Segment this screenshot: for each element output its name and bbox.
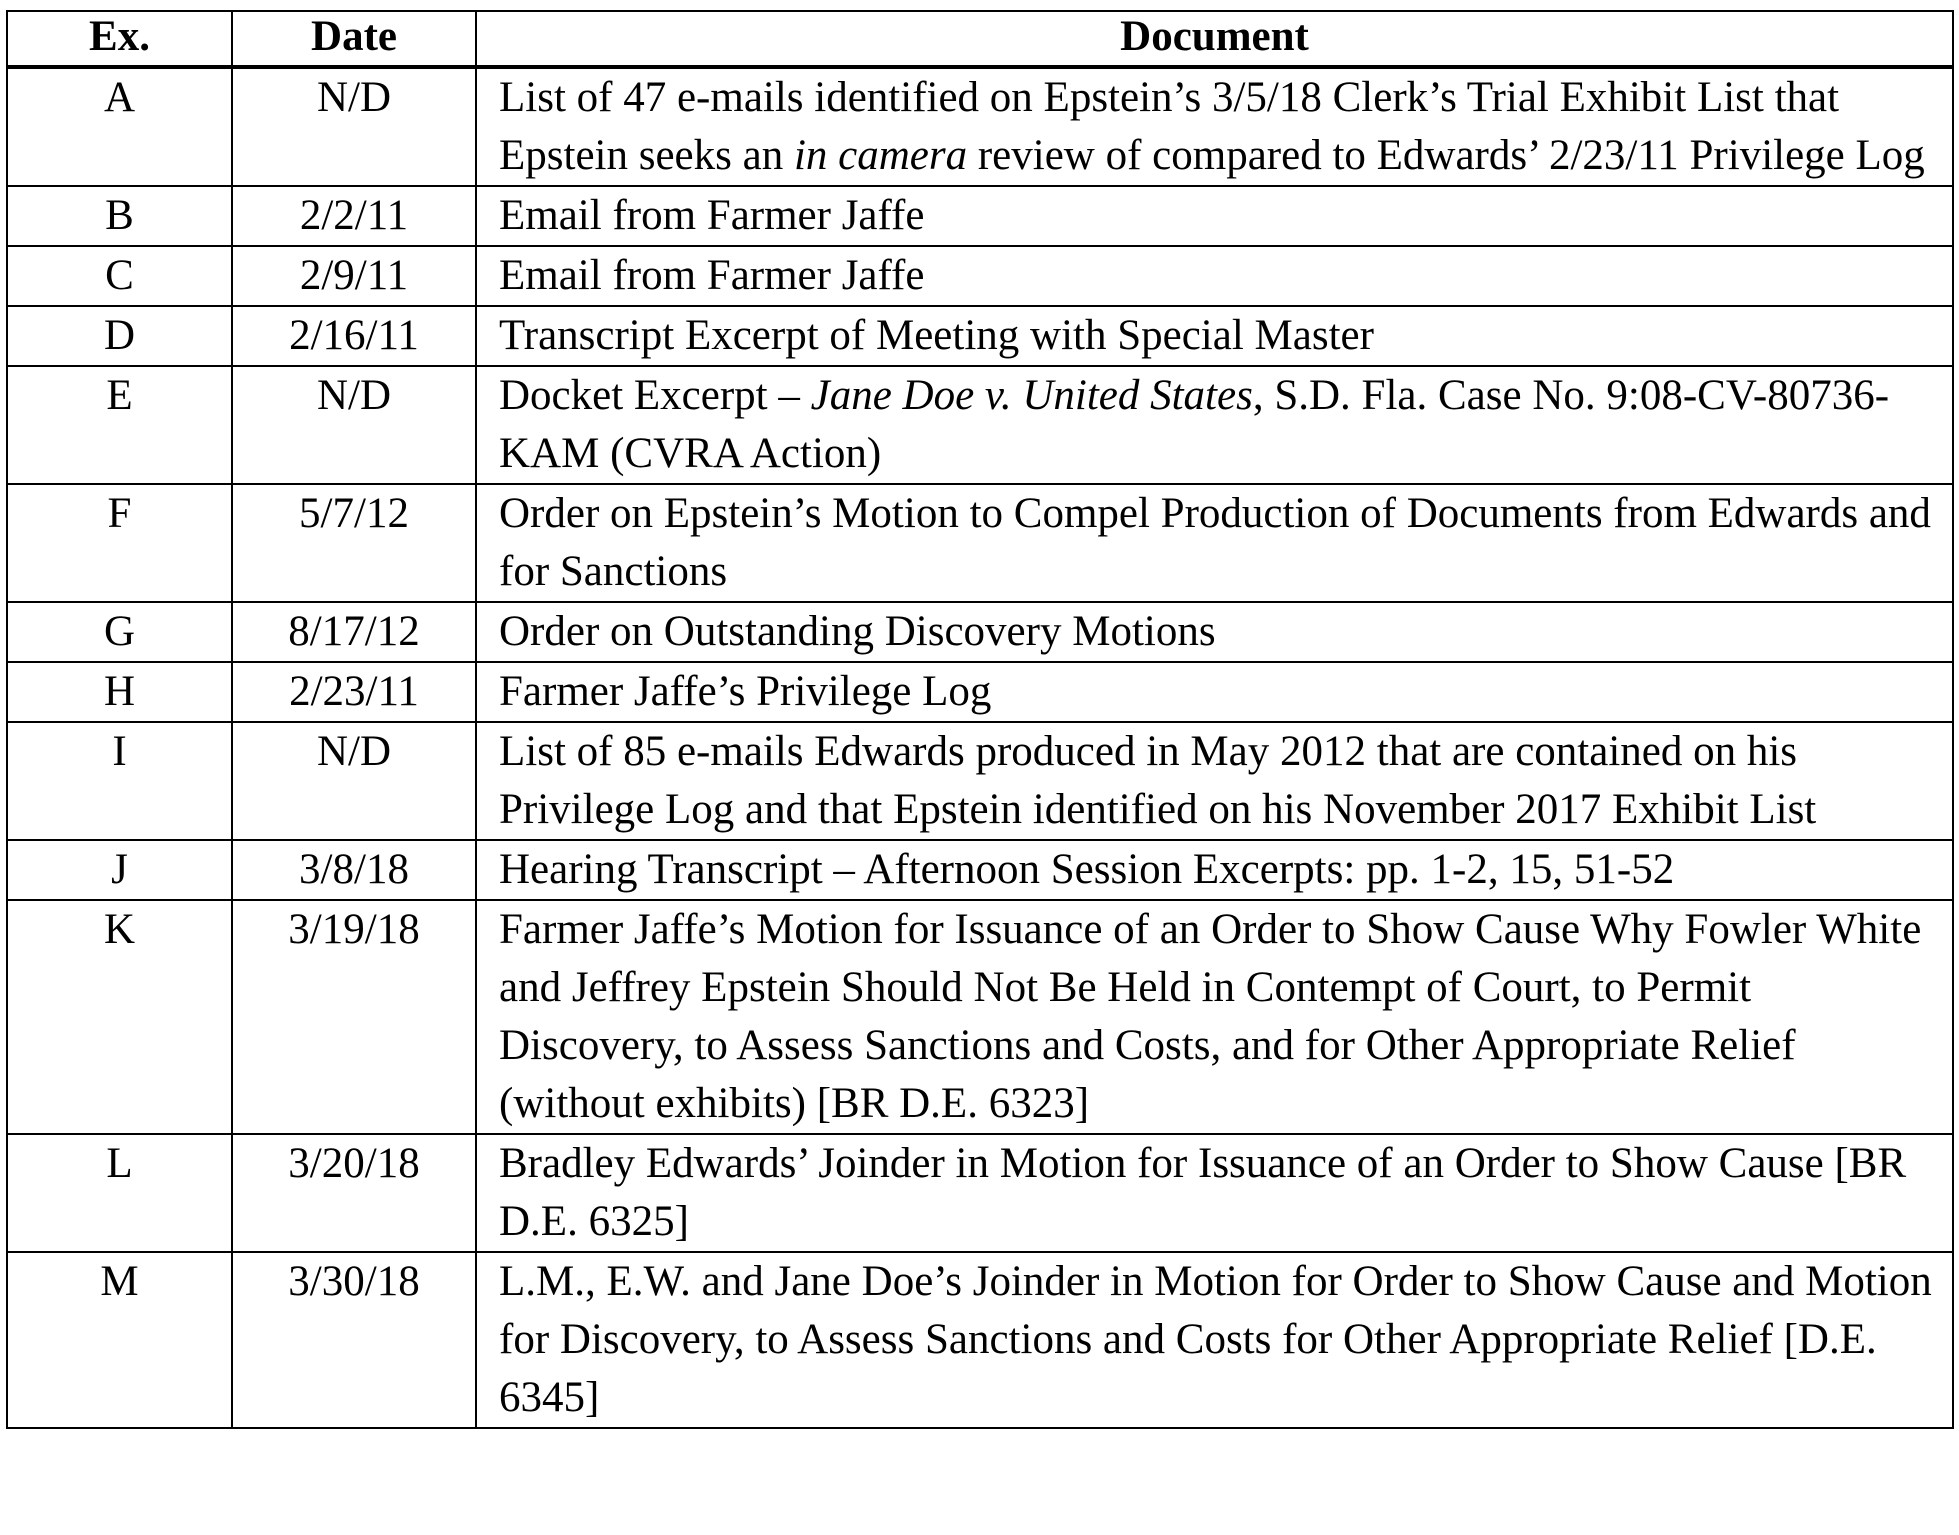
table-row: J 3/8/18 Hearing Transcript – Afternoon Se… bbox=[6, 839, 1954, 901]
document-text: , S.D. Fla. Case No. 9:08-CV-80736-KAM (… bbox=[499, 372, 1890, 477]
exhibit-letter: L bbox=[6, 1133, 233, 1253]
exhibit-date: 3/20/18 bbox=[231, 1133, 477, 1253]
exhibit-letter: H bbox=[6, 661, 233, 723]
document-text: Transcript Excerpt of Meeting with Speci… bbox=[499, 312, 1374, 359]
table-row: I N/D List of 85 e-mails Edwards produced … bbox=[6, 721, 1954, 841]
exhibit-date: N/D bbox=[231, 66, 477, 187]
document-text-italic: Jane Doe v. United States bbox=[810, 372, 1253, 419]
document-text-italic: in camera bbox=[793, 132, 968, 179]
document-text: List of 85 e-mails Edwards produced in M… bbox=[499, 728, 1817, 833]
exhibit-date: 3/30/18 bbox=[231, 1251, 477, 1429]
exhibit-letter: C bbox=[6, 245, 233, 307]
document-text: List of 47 e-mails identified on Epstein… bbox=[499, 74, 1840, 179]
table-row: D 2/16/11 Transcript Excerpt of Meeting wi… bbox=[6, 305, 1954, 367]
exhibit-date: 3/8/18 bbox=[231, 839, 477, 901]
exhibit-date: 8/17/12 bbox=[231, 601, 477, 663]
document-text: Bradley Edwards’ Joinder in Motion for I… bbox=[499, 1140, 1907, 1245]
exhibit-date: N/D bbox=[231, 721, 477, 841]
document-text: Order on Outstanding Discovery Motions bbox=[499, 608, 1216, 655]
exhibit-letter: E bbox=[6, 365, 233, 485]
exhibit-date: 2/2/11 bbox=[231, 185, 477, 247]
exhibit-document: List of 47 e-mails identified on Epstein… bbox=[475, 66, 1954, 187]
exhibit-document: Bradley Edwards’ Joinder in Motion for I… bbox=[475, 1133, 1954, 1253]
table-row: E N/D Docket Excerpt – Jane Doe v. United … bbox=[6, 365, 1954, 485]
table-row: L 3/20/18 Bradley Edwards’ Joinder in Moti… bbox=[6, 1133, 1954, 1253]
table-row: F 5/7/12 Order on Epstein’s Motion to Comp… bbox=[6, 483, 1954, 603]
exhibit-document: Order on Outstanding Discovery Motions bbox=[475, 601, 1954, 663]
exhibit-document: L.M., E.W. and Jane Doe’s Joinder in Mot… bbox=[475, 1251, 1954, 1429]
exhibit-document: Email from Farmer Jaffe bbox=[475, 185, 1954, 247]
exhibit-document: Farmer Jaffe’s Motion for Issuance of an… bbox=[475, 899, 1954, 1135]
exhibit-letter: D bbox=[6, 305, 233, 367]
document-text: Hearing Transcript – Afternoon Session E… bbox=[499, 846, 1675, 893]
exhibit-date: N/D bbox=[231, 365, 477, 485]
document-text: review of compared to Edwards’ 2/23/11 P… bbox=[967, 132, 1925, 179]
document-text: Order on Epstein’s Motion to Compel Prod… bbox=[499, 490, 1931, 595]
table-row: H 2/23/11 Farmer Jaffe’s Privilege Log bbox=[6, 661, 1954, 723]
table-row: K 3/19/18 Farmer Jaffe’s Motion for Issuan… bbox=[6, 899, 1954, 1135]
document-text: Email from Farmer Jaffe bbox=[499, 192, 925, 239]
exhibit-document: Docket Excerpt – Jane Doe v. United Stat… bbox=[475, 365, 1954, 485]
document-text: Farmer Jaffe’s Privilege Log bbox=[499, 668, 992, 715]
exhibit-document: List of 85 e-mails Edwards produced in M… bbox=[475, 721, 1954, 841]
table-body: A N/D List of 47 e-mails identified on Eps… bbox=[6, 66, 1954, 1429]
exhibit-index-table: Ex. Date Document A N/D List of 47 e-mails… bbox=[6, 10, 1954, 1429]
table-row: G 8/17/12 Order on Outstanding Discovery M… bbox=[6, 601, 1954, 663]
table-row: B 2/2/11 Email from Farmer Jaffe bbox=[6, 185, 1954, 247]
table-row: A N/D List of 47 e-mails identified on Eps… bbox=[6, 66, 1954, 187]
header-document: Document bbox=[475, 10, 1954, 69]
document-text: L.M., E.W. and Jane Doe’s Joinder in Mot… bbox=[499, 1258, 1932, 1421]
exhibit-letter: B bbox=[6, 185, 233, 247]
table-row: C 2/9/11 Email from Farmer Jaffe bbox=[6, 245, 1954, 307]
header-ex: Ex. bbox=[6, 10, 233, 69]
document-text: Farmer Jaffe’s Motion for Issuance of an… bbox=[499, 906, 1922, 1127]
exhibit-date: 3/19/18 bbox=[231, 899, 477, 1135]
exhibit-date: 2/16/11 bbox=[231, 305, 477, 367]
table-row: M 3/30/18 L.M., E.W. and Jane Doe’s Joinde… bbox=[6, 1251, 1954, 1429]
exhibit-date: 2/23/11 bbox=[231, 661, 477, 723]
header-row: Ex. Date Document bbox=[6, 10, 1954, 69]
exhibit-document: Email from Farmer Jaffe bbox=[475, 245, 1954, 307]
exhibit-date: 2/9/11 bbox=[231, 245, 477, 307]
header-date: Date bbox=[231, 10, 477, 69]
exhibit-letter: I bbox=[6, 721, 233, 841]
exhibit-letter: M bbox=[6, 1251, 233, 1429]
exhibit-letter: G bbox=[6, 601, 233, 663]
exhibit-date: 5/7/12 bbox=[231, 483, 477, 603]
exhibit-letter: A bbox=[6, 66, 233, 187]
exhibit-document: Farmer Jaffe’s Privilege Log bbox=[475, 661, 1954, 723]
exhibit-document: Hearing Transcript – Afternoon Session E… bbox=[475, 839, 1954, 901]
document-text: Docket Excerpt – bbox=[499, 372, 811, 419]
exhibit-document: Order on Epstein’s Motion to Compel Prod… bbox=[475, 483, 1954, 603]
exhibit-letter: K bbox=[6, 899, 233, 1135]
exhibit-letter: F bbox=[6, 483, 233, 603]
exhibit-letter: J bbox=[6, 839, 233, 901]
document-text: Email from Farmer Jaffe bbox=[499, 252, 925, 299]
exhibit-document: Transcript Excerpt of Meeting with Speci… bbox=[475, 305, 1954, 367]
